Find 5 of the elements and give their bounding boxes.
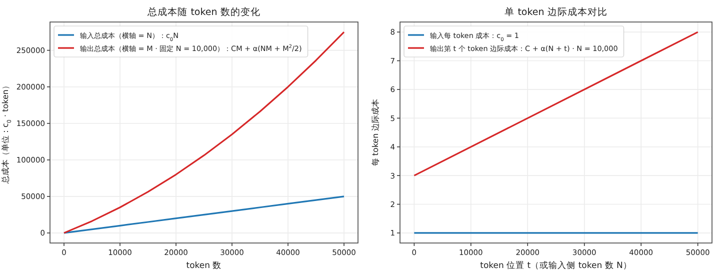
x-axis-title: token 数: [186, 260, 222, 271]
y-axis-title: 每 token 边际成本: [371, 98, 380, 166]
chart-title: 单 token 边际成本对比: [504, 6, 608, 18]
chart-title: 总成本随 token 数的变化: [146, 6, 260, 18]
x-axis-title: token 位置 t（或输入侧 token 数 N）: [480, 260, 632, 271]
